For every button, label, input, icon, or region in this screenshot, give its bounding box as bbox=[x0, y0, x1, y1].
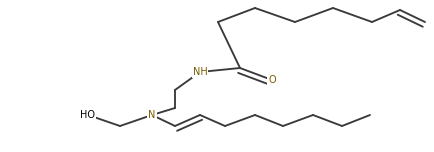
Text: HO: HO bbox=[80, 110, 95, 120]
Text: N: N bbox=[148, 110, 155, 120]
Text: NH: NH bbox=[192, 67, 207, 77]
Text: O: O bbox=[268, 75, 275, 85]
